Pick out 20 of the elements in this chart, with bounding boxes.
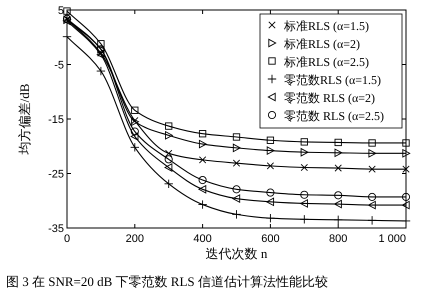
legend-label: 零范数 RLS (α=2): [284, 91, 376, 105]
x-tick-label: 800: [329, 233, 348, 245]
x-axis-title: 迭代次数 n: [206, 246, 268, 261]
x-tick-label: 200: [126, 233, 144, 245]
legend-label: 标准RLS (α=2.5): [283, 55, 370, 69]
y-tick-label: -5: [54, 60, 64, 72]
x-tick-label: 600: [261, 233, 280, 245]
caption: 图 3 在 SNR=20 dB 下零范数 RLS 信道估计算法性能比较: [6, 274, 328, 289]
legend-label: 零范数RLS (α=1.5): [284, 73, 382, 87]
x-tick-label: 1 000: [378, 233, 406, 245]
y-tick-label: -15: [48, 114, 64, 126]
legend-label: 标准RLS (α=1.5): [283, 19, 370, 33]
y-tick-label: 5: [58, 5, 64, 17]
y-tick-label: -35: [48, 223, 64, 235]
x-tick-label: 400: [193, 233, 212, 245]
x-tick-label: 0: [64, 233, 70, 245]
y-tick-label: -25: [48, 168, 64, 180]
y-axis-title: 均方偏差/dB: [17, 83, 32, 156]
legend-label: 标准RLS (α=2): [283, 37, 360, 51]
legend-label: 零范数 RLS (α=2.5): [284, 109, 384, 123]
